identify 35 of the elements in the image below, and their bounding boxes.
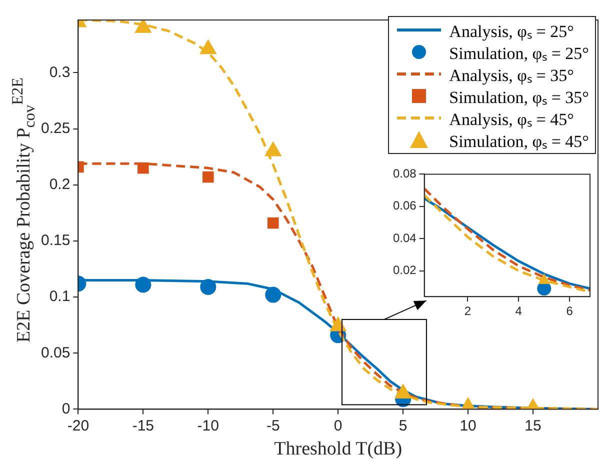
legend-label: Simulation, φₛ = 25° xyxy=(449,42,589,64)
x-tick-label: -5 xyxy=(266,417,280,434)
point xyxy=(135,276,152,293)
point xyxy=(265,286,282,303)
y-tick-label: 0.25 xyxy=(40,120,70,137)
x-tick-label: 6 xyxy=(566,304,574,318)
point xyxy=(267,217,279,229)
x-tick-label: -15 xyxy=(132,417,154,434)
y-tick-label: 0.1 xyxy=(49,288,70,306)
legend-label: Analysis, φₛ = 45° xyxy=(449,108,574,130)
x-axis-title: Threshold T(dB) xyxy=(274,438,402,460)
y-tick-label: 0.04 xyxy=(392,230,417,245)
point xyxy=(202,171,214,183)
x-tick-label: 15 xyxy=(524,417,542,434)
legend-label: Simulation, φₛ = 35° xyxy=(449,86,589,108)
x-tick-label: 2 xyxy=(464,304,472,318)
y-tick-label: 0.08 xyxy=(392,166,417,181)
point xyxy=(138,162,149,174)
legend-label: Simulation, φₛ = 45° xyxy=(449,130,589,152)
y-tick-label: 0.02 xyxy=(392,263,417,278)
y-tick-label: 0.3 xyxy=(49,64,70,81)
x-tick-label: -20 xyxy=(67,417,90,434)
y-tick-label: 0.06 xyxy=(392,198,417,213)
point xyxy=(200,278,216,295)
legend-label: Analysis, φₛ = 25° xyxy=(449,20,574,42)
y-tick-label: 0 xyxy=(62,400,70,418)
y-tick-label: 0.05 xyxy=(40,344,70,362)
x-tick-label: 10 xyxy=(460,417,476,434)
y-tick-label: 0.15 xyxy=(40,232,70,250)
x-tick-label: 5 xyxy=(398,417,408,434)
x-tick-label: 4 xyxy=(515,304,522,318)
legend-label: Analysis, φₛ = 35° xyxy=(449,64,574,86)
x-tick-label: 0 xyxy=(334,417,342,434)
y-tick-label: 0.2 xyxy=(49,176,70,194)
x-tick-label: -10 xyxy=(197,417,219,434)
